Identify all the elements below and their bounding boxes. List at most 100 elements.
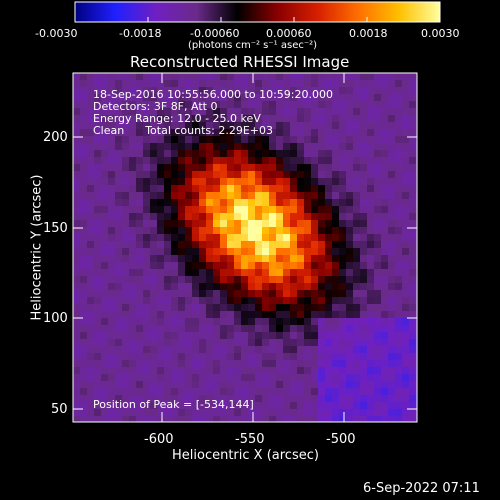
heatmap-cell	[94, 108, 101, 115]
heatmap-cell	[381, 87, 388, 94]
heatmap-cell	[332, 108, 339, 115]
heatmap-cell	[339, 94, 346, 101]
heatmap-cell	[73, 164, 80, 171]
heatmap-cell	[241, 157, 248, 164]
heatmap-cell	[311, 143, 318, 150]
heatmap-cell	[402, 164, 409, 171]
heatmap-cell	[192, 115, 199, 122]
heatmap-cell	[276, 332, 283, 339]
heatmap-cell	[297, 248, 304, 255]
heatmap-cell	[388, 80, 395, 87]
heatmap-cell	[332, 115, 339, 122]
heatmap-cell	[269, 192, 276, 199]
heatmap-cell	[346, 304, 353, 311]
heatmap-cell	[122, 248, 129, 255]
heatmap-cell	[374, 206, 381, 213]
heatmap-cell	[185, 227, 192, 234]
heatmap-cell	[94, 255, 101, 262]
heatmap-cell	[402, 87, 409, 94]
heatmap-cell	[80, 409, 87, 416]
heatmap-cell	[199, 290, 206, 297]
heatmap-cell	[276, 304, 283, 311]
heatmap-cell	[150, 346, 157, 353]
heatmap-cell	[339, 248, 346, 255]
heatmap-cell	[234, 367, 241, 374]
heatmap-cell	[381, 290, 388, 297]
heatmap-cell	[255, 360, 262, 367]
heatmap-cell	[395, 87, 402, 94]
heatmap-cell	[101, 129, 108, 136]
heatmap-cell	[94, 136, 101, 143]
heatmap-cell	[360, 297, 367, 304]
heatmap-cell	[73, 402, 80, 409]
heatmap-cell	[318, 332, 325, 339]
heatmap-cell	[262, 73, 269, 80]
heatmap-cell	[248, 80, 255, 87]
heatmap-cell	[136, 115, 143, 122]
heatmap-cell	[129, 353, 136, 360]
heatmap-cell	[143, 367, 150, 374]
heatmap-cell	[150, 409, 157, 416]
heatmap-cell	[402, 94, 409, 101]
heatmap-cell	[318, 360, 325, 367]
heatmap-cell	[381, 297, 388, 304]
heatmap-cell	[290, 416, 297, 422]
heatmap-cell	[304, 283, 311, 290]
heatmap-cell	[108, 80, 115, 87]
heatmap-cell	[360, 129, 367, 136]
heatmap-cell	[108, 157, 115, 164]
heatmap-cell	[276, 318, 283, 325]
heatmap-cell	[234, 388, 241, 395]
heatmap-cell	[297, 290, 304, 297]
heatmap-cell	[346, 87, 353, 94]
heatmap-cell	[269, 80, 276, 87]
heatmap-cell	[192, 129, 199, 136]
heatmap-cell	[143, 297, 150, 304]
heatmap-cell	[192, 304, 199, 311]
heatmap-cell	[311, 241, 318, 248]
heatmap-cell	[304, 395, 311, 402]
heatmap-cell	[276, 143, 283, 150]
heatmap-cell	[255, 213, 262, 220]
heatmap-cell	[283, 311, 290, 318]
heatmap-cell	[101, 262, 108, 269]
heatmap-cell	[318, 248, 325, 255]
heatmap-cell	[311, 199, 318, 206]
heatmap-cell	[87, 339, 94, 346]
heatmap-cell	[101, 115, 108, 122]
heatmap-cell	[311, 325, 318, 332]
heatmap-cell	[388, 164, 395, 171]
heatmap-cell	[199, 178, 206, 185]
colorbar-tick-label: -0.0018	[119, 27, 162, 40]
heatmap-cell	[360, 269, 367, 276]
heatmap-cell	[87, 73, 94, 80]
heatmap-cell	[157, 367, 164, 374]
heatmap-cell	[290, 206, 297, 213]
heatmap-cell	[199, 402, 206, 409]
heatmap-cell	[178, 150, 185, 157]
heatmap-cell	[241, 94, 248, 101]
heatmap-cell	[206, 325, 213, 332]
heatmap-cell	[311, 388, 318, 395]
heatmap-cell	[73, 395, 80, 402]
heatmap-cell	[206, 115, 213, 122]
heatmap-cell	[206, 255, 213, 262]
heatmap-cell	[367, 136, 374, 143]
heatmap-cell	[297, 388, 304, 395]
heatmap-cell	[122, 185, 129, 192]
heatmap-cell	[381, 360, 388, 367]
heatmap-cell	[402, 311, 409, 318]
heatmap-cell	[178, 255, 185, 262]
heatmap-cell	[122, 94, 129, 101]
heatmap-cell	[108, 416, 115, 422]
heatmap-cell	[143, 171, 150, 178]
heatmap-cell	[402, 304, 409, 311]
heatmap-cell	[304, 353, 311, 360]
heatmap-cell	[276, 269, 283, 276]
heatmap-cell	[150, 164, 157, 171]
heatmap-cell	[360, 227, 367, 234]
heatmap-cell	[318, 122, 325, 129]
heatmap-cell	[94, 388, 101, 395]
heatmap-cell	[171, 339, 178, 346]
heatmap-cell	[297, 220, 304, 227]
